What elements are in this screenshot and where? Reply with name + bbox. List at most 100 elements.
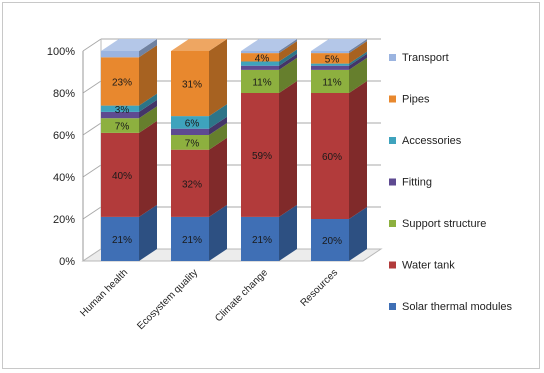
legend-swatch: [389, 303, 396, 310]
bar-segment-side: [279, 204, 297, 261]
chart-frame: 0% 20% 40% 60% 80% 100% 21% 40% 7% 3% 23% Human hea…: [2, 2, 540, 369]
data-label: 59%: [252, 151, 272, 162]
bar-segment-side: [349, 81, 367, 219]
legend-label: Solar thermal modules: [402, 301, 513, 313]
legend-swatch: [389, 261, 396, 269]
y-tick-label: 0%: [59, 256, 75, 268]
bar-segment: [101, 132, 139, 217]
data-label: 21%: [182, 235, 202, 246]
bar-segment-side: [209, 123, 227, 150]
data-label: 32%: [182, 179, 202, 190]
x-tick-label: Resources: [299, 267, 341, 309]
bar-segment-side: [209, 116, 227, 135]
legend-label: Accessories: [402, 135, 462, 147]
stacked-bar-chart: 0% 20% 40% 60% 80% 100% 21% 40% 7% 3% 23% Human hea…: [47, 38, 513, 332]
bar-segment: [311, 65, 349, 70]
bar-segment: [311, 51, 349, 54]
bar-segment: [171, 116, 209, 129]
bar-segment-side: [139, 39, 157, 58]
data-label: 21%: [252, 235, 272, 246]
data-label: 7%: [185, 138, 200, 149]
bar-segment-top: [101, 39, 157, 51]
data-label: 11%: [322, 77, 341, 88]
bar-segment: [101, 57, 139, 106]
legend-swatch: [389, 137, 396, 144]
y-tick-label: 20%: [53, 214, 75, 226]
bar-segment-side: [279, 81, 297, 217]
bar-segment: [101, 216, 139, 261]
bar-segment: [241, 69, 279, 93]
bar-segment: [311, 63, 349, 66]
bar-segment-side: [279, 53, 297, 70]
data-label: 31%: [182, 80, 202, 91]
y-tick-label: 100%: [47, 46, 75, 58]
data-label: 21%: [112, 235, 132, 246]
bar-segment-side: [349, 57, 367, 93]
data-label: 3%: [115, 105, 130, 116]
x-tick-label: Climate change: [213, 267, 270, 324]
legend-swatch: [389, 178, 396, 186]
bar-segment-side: [349, 53, 367, 70]
gridline-side: [82, 206, 102, 220]
legend-label: Support structure: [402, 218, 486, 230]
bar-segment: [171, 51, 209, 117]
bar-segment: [311, 93, 349, 219]
bar-segment: [171, 128, 209, 135]
data-label: 5%: [325, 54, 340, 65]
bar-segment-side: [209, 39, 227, 117]
bar-segment: [241, 65, 279, 70]
bar-segment: [241, 53, 279, 62]
bar-segment: [241, 216, 279, 261]
bar-segment-side: [139, 106, 157, 133]
gridline-side: [82, 122, 102, 136]
gridline-side: [82, 164, 102, 178]
bar-segment: [241, 51, 279, 54]
data-label: 11%: [252, 77, 271, 88]
data-label: 6%: [185, 118, 200, 129]
bar-segment: [311, 69, 349, 93]
bar-segment: [171, 216, 209, 261]
data-label: 4%: [255, 53, 270, 64]
bar-segment-side: [349, 51, 367, 66]
bar-segment-side: [349, 41, 367, 64]
bar-segment-side: [139, 120, 157, 217]
bar-segment-side: [279, 39, 297, 54]
legend-swatch: [389, 54, 396, 61]
bar-segment: [241, 61, 279, 66]
bar-segment-side: [279, 57, 297, 93]
bar-segment-top: [311, 39, 367, 51]
bar-segment: [241, 93, 279, 217]
legend-swatch: [389, 220, 396, 227]
bar-segment-top: [241, 39, 297, 51]
bar-segment: [101, 118, 139, 133]
legend-swatch: [389, 95, 396, 103]
data-label: 7%: [115, 122, 130, 133]
bar-segment: [171, 149, 209, 217]
data-label: 20%: [322, 236, 342, 247]
legend-label: Fitting: [402, 177, 432, 189]
bar-segment-side: [209, 104, 227, 129]
bar-segment-side: [139, 204, 157, 261]
bar-segment: [311, 219, 349, 261]
bar-segment-side: [209, 204, 227, 261]
bar-segment: [101, 105, 139, 112]
bar-segment-side: [139, 45, 157, 106]
bar-segment-side: [349, 39, 367, 54]
y-tick-label: 40%: [53, 172, 75, 184]
x-tick-label: Human health: [78, 267, 130, 319]
legend-label: Pipes: [402, 94, 430, 106]
bar-segment: [101, 111, 139, 119]
legend-label: Water tank: [402, 260, 455, 272]
legend-label: Transport: [402, 52, 449, 64]
bar-segment-side: [139, 99, 157, 119]
bar-segment: [311, 53, 349, 64]
bar-segment-side: [349, 207, 367, 261]
bar-segment-top: [171, 39, 227, 51]
bar-segment-side: [279, 41, 297, 62]
bar-segment: [171, 135, 209, 150]
bar-segment: [101, 51, 139, 58]
y-tick-label: 60%: [53, 130, 75, 142]
bar-segment-side: [209, 137, 227, 217]
x-tick-label: Ecosystem quality: [135, 267, 200, 332]
data-label: 60%: [322, 152, 342, 163]
